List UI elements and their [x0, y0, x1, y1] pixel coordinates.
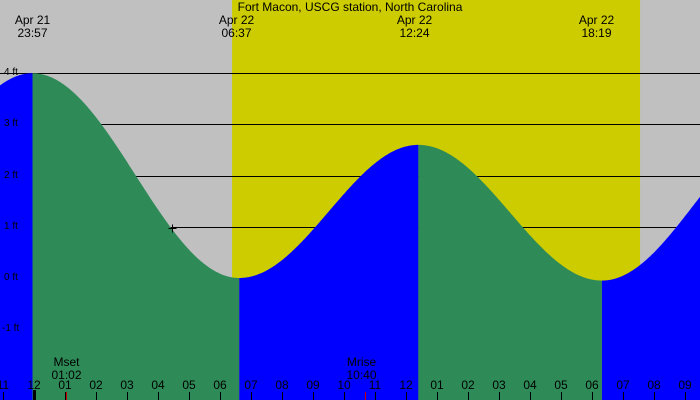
- falling-tide-area: [418, 144, 602, 400]
- hour-tick: [65, 392, 66, 400]
- event-time: 18:19: [581, 26, 612, 40]
- event-label-high-1: Apr 21 23:57: [10, 14, 55, 40]
- hour-tick: [344, 392, 345, 400]
- x-tick-label: 07: [616, 378, 630, 392]
- x-tick-label: 08: [647, 378, 661, 392]
- tide-area: [0, 73, 700, 400]
- x-tick-label: 05: [182, 378, 196, 392]
- hour-tick: [282, 392, 283, 400]
- x-tick-label: 06: [585, 378, 599, 392]
- moonrise-title: Mrise: [346, 355, 377, 369]
- hour-tick: [158, 392, 159, 400]
- x-tick-label: 01: [58, 378, 72, 392]
- hour-tick: [468, 392, 469, 400]
- hour-tick: [437, 392, 438, 400]
- hour-tick: [3, 392, 4, 400]
- event-time: 12:24: [399, 26, 430, 40]
- event-label-high-2: Apr 22 12:24: [392, 14, 437, 40]
- event-label-low-2: Apr 22 18:19: [574, 14, 619, 40]
- hour-tick: [406, 392, 407, 400]
- x-tick-label: 02: [89, 378, 103, 392]
- event-date: Apr 22: [396, 13, 433, 27]
- x-tick-label: 04: [151, 378, 165, 392]
- rising-tide-area: [601, 196, 700, 400]
- hour-tick: [127, 392, 128, 400]
- event-time: 23:57: [17, 26, 48, 40]
- moonrise-time: 10:40: [346, 368, 377, 382]
- x-tick-label: 02: [461, 378, 475, 392]
- y-tick-label: 1 ft: [4, 220, 18, 232]
- x-tick-label: 12: [399, 378, 413, 392]
- event-time: 06:37: [221, 26, 252, 40]
- x-tick-label: 07: [244, 378, 258, 392]
- hour-ticks: [3, 390, 686, 400]
- moonset-title: Mset: [53, 355, 80, 369]
- x-tick-label: 09: [678, 378, 692, 392]
- current-position-marker: [168, 224, 177, 233]
- x-tick-label: 11: [0, 378, 10, 392]
- y-tick-label: -1 ft: [2, 323, 20, 335]
- hour-tick: [313, 392, 314, 400]
- x-tick-label: 12: [27, 378, 41, 392]
- hour-tick: [623, 392, 624, 400]
- moonrise-label: Mrise 10:40: [339, 356, 384, 382]
- hour-tick: [499, 392, 500, 400]
- x-tick-label: 04: [523, 378, 537, 392]
- hour-tick: [375, 392, 376, 400]
- hour-tick: [592, 392, 593, 400]
- rising-tide-area: [0, 73, 33, 400]
- hour-tick: [530, 392, 531, 400]
- y-tick-label: 2 ft: [4, 169, 18, 181]
- chart-title: Fort Macon, USCG station, North Carolina: [237, 0, 463, 14]
- event-date: Apr 22: [218, 13, 255, 27]
- moon-event-tick: [365, 392, 366, 400]
- x-tick-label: 08: [275, 378, 289, 392]
- hour-tick: [189, 392, 190, 400]
- hour-tick: [251, 392, 252, 400]
- x-tick-label: 05: [554, 378, 568, 392]
- moonset-time: 01:02: [51, 368, 82, 382]
- x-tick-label: 09: [306, 378, 320, 392]
- rising-tide-area: [239, 144, 419, 400]
- midnight-tick: [33, 390, 36, 400]
- event-date: Apr 21: [14, 13, 51, 27]
- y-tick-label: 4 ft: [4, 67, 18, 79]
- hour-tick: [685, 392, 686, 400]
- hour-tick: [220, 392, 221, 400]
- hour-tick: [561, 392, 562, 400]
- x-tick-label: 03: [120, 378, 134, 392]
- x-tick-label: 10: [337, 378, 351, 392]
- hour-tick: [96, 392, 97, 400]
- event-label-low-1: Apr 22 06:37: [214, 14, 259, 40]
- event-date: Apr 22: [578, 13, 615, 27]
- x-tick-label: 03: [492, 378, 506, 392]
- x-tick-label: 01: [430, 378, 444, 392]
- y-tick-label: 3 ft: [4, 118, 18, 130]
- x-tick-label: 11: [368, 378, 382, 392]
- falling-tide-area: [32, 73, 240, 400]
- hour-tick: [654, 392, 655, 400]
- moon-event-tick: [66, 392, 67, 400]
- x-tick-label: 06: [213, 378, 227, 392]
- y-tick-label: 0 ft: [4, 272, 18, 283]
- moonset-label: Mset 01:02: [44, 356, 89, 382]
